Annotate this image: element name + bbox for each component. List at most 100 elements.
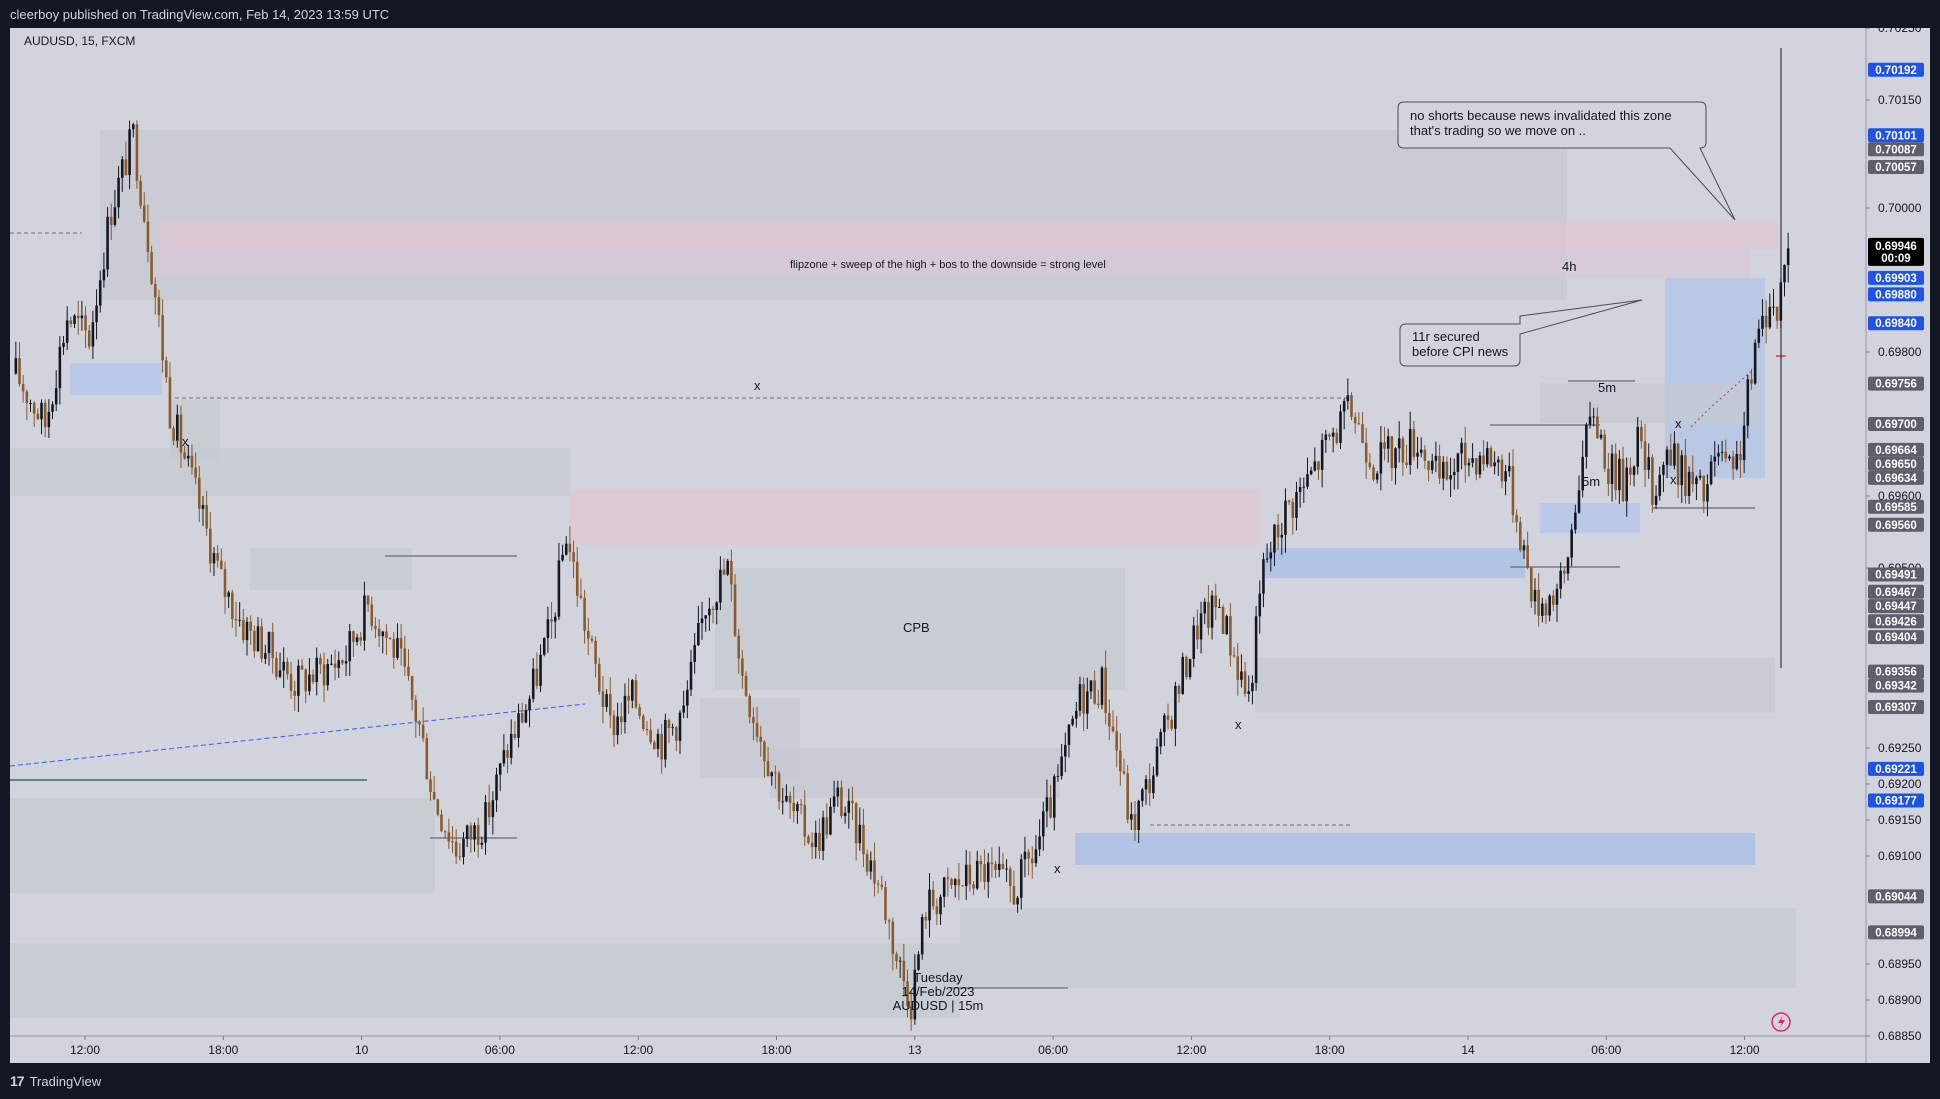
- y-tick-label: 0.70150: [1878, 93, 1922, 107]
- candle-body: [120, 159, 124, 178]
- candle-body: [1001, 863, 1005, 869]
- candle-body: [1023, 851, 1027, 860]
- candle-body: [1452, 471, 1456, 476]
- candle-body: [260, 626, 263, 659]
- price-tag-label: 0.69307: [1875, 702, 1917, 714]
- candle-body: [1566, 557, 1570, 574]
- candle-body: [109, 216, 113, 225]
- candle-body: [1196, 625, 1199, 640]
- candle-body: [1104, 667, 1107, 714]
- gray-zone: [10, 448, 570, 496]
- candle-body: [1533, 589, 1537, 602]
- candle-body: [1368, 462, 1372, 468]
- candle-body: [275, 658, 278, 677]
- candle-body: [403, 648, 407, 667]
- candle-body: [194, 467, 197, 478]
- y-tick-label: 0.69200: [1878, 777, 1922, 791]
- candle-body: [1328, 434, 1331, 437]
- candle-body: [1779, 282, 1783, 321]
- candle-body: [785, 795, 788, 802]
- candle-body: [385, 631, 388, 638]
- candle-body: [1394, 448, 1397, 469]
- candle-body: [337, 660, 341, 668]
- price-tag-label: 0.69585: [1875, 502, 1917, 514]
- candle-body: [1221, 606, 1225, 635]
- countdown-label: 00:09: [1881, 253, 1910, 265]
- candle-body: [1339, 411, 1342, 443]
- candle-body: [708, 608, 711, 616]
- time-axis[interactable]: 12:00 18:00 10 06:00 12:00 18:00 13 06:00 12:00 1…: [70, 1036, 1760, 1057]
- candle-body: [1430, 460, 1434, 471]
- candle-body: [1742, 425, 1746, 461]
- candle-body: [1181, 656, 1184, 694]
- lightning-icon[interactable]: [1771, 1012, 1791, 1032]
- candle-body: [1467, 462, 1471, 466]
- candle-body: [124, 159, 128, 176]
- candle-body: [1408, 428, 1412, 465]
- candle-body: [18, 358, 21, 385]
- price-tag-label: 0.69664: [1875, 445, 1917, 457]
- price-tag-label: 0.70057: [1875, 162, 1917, 174]
- candle-body: [553, 616, 557, 622]
- candle-body: [355, 637, 359, 642]
- candle-body: [972, 884, 975, 889]
- candle-body: [836, 787, 840, 797]
- candle-body: [1203, 601, 1207, 614]
- candle-body: [451, 841, 454, 843]
- y-tick-label: 0.69150: [1878, 813, 1922, 827]
- annotations-layer: AUDUSD, 15, FXCM flipzone + sweep of the…: [24, 34, 1791, 1032]
- candle-body: [388, 637, 392, 640]
- x-tick-label: 14: [1461, 1043, 1475, 1057]
- candle-body: [843, 812, 847, 817]
- candle-body: [322, 664, 326, 686]
- candle-body: [480, 842, 484, 845]
- chart-area[interactable]: AUDUSD, 15, FXCM flipzone + sweep of the…: [10, 28, 1930, 1063]
- candle-body: [359, 637, 363, 641]
- price-tag-label: 0.70101: [1875, 130, 1917, 142]
- candle-body: [1258, 593, 1262, 617]
- candle-body: [781, 801, 785, 803]
- candle-body: [1482, 455, 1485, 465]
- candle-body: [1012, 885, 1016, 905]
- candle-body: [814, 832, 818, 848]
- candle-body: [183, 452, 186, 459]
- candle-body: [1544, 603, 1548, 616]
- candle-body: [920, 916, 924, 955]
- candle-body: [414, 699, 418, 722]
- candle-body: [396, 638, 399, 658]
- candle-body: [366, 595, 370, 605]
- candle-body: [586, 630, 590, 639]
- candle-body: [854, 803, 858, 844]
- demand-zone: [70, 363, 162, 395]
- r-callout: [1399, 299, 1643, 367]
- footer-bar: 17 TradingView: [0, 1063, 1940, 1099]
- candle-body: [76, 315, 80, 319]
- candle-body: [1676, 443, 1680, 486]
- candle-body: [487, 802, 491, 818]
- x-tick-label: 06:00: [1038, 1043, 1068, 1057]
- candle-body: [1375, 473, 1379, 480]
- candle-body: [1372, 467, 1375, 480]
- candle-body: [253, 630, 256, 652]
- candle-body: [1577, 490, 1581, 513]
- candle-body: [1357, 423, 1361, 425]
- candle-body: [139, 180, 142, 206]
- candle-body: [429, 779, 432, 793]
- tradingview-logo[interactable]: 17 TradingView: [10, 1073, 101, 1089]
- candle-body: [443, 831, 447, 833]
- candle-body: [741, 658, 744, 676]
- x-tick-label: 10: [355, 1043, 369, 1057]
- candle-body: [906, 981, 909, 1007]
- candle-body: [821, 817, 825, 851]
- candle-body: [311, 674, 315, 683]
- x-tick-label: 18:00: [1315, 1043, 1345, 1057]
- candle-body: [1775, 306, 1779, 321]
- candle-body: [1188, 658, 1192, 678]
- price-axis[interactable]: 0.702500.701500.700000.698000.696000.695…: [1866, 28, 1922, 1043]
- candle-body: [1717, 452, 1720, 457]
- candle-body: [1086, 691, 1089, 714]
- candle-body: [91, 322, 95, 347]
- candle-body: [575, 561, 579, 596]
- candle-body: [737, 635, 740, 659]
- candle-body: [1082, 684, 1085, 714]
